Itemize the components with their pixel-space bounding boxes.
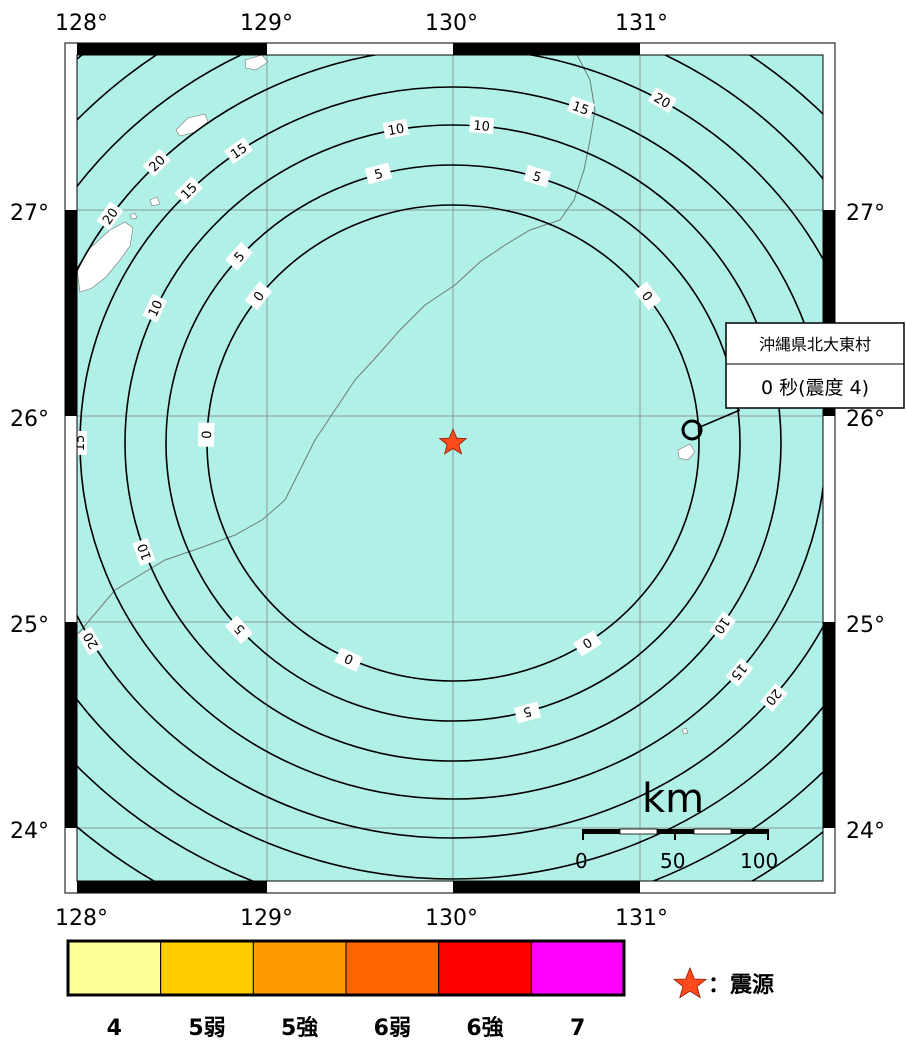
contour-label-bg: [224, 242, 253, 271]
contour-label-bg: [382, 118, 410, 139]
contour-label-bg: [96, 201, 124, 231]
legend-swatch-label: 5強: [281, 1015, 318, 1041]
legend-swatch: [160, 940, 254, 996]
contour-label-bg: [513, 701, 542, 724]
legend-swatch: [67, 940, 162, 996]
legend-swatch-label: 5弱: [188, 1016, 225, 1041]
epicenter-star-icon: [438, 427, 468, 455]
contour-label-bg: [174, 176, 203, 205]
contour-label-bg: [523, 165, 552, 188]
contour-label-bg: [648, 87, 677, 113]
callout-leader-line: [699, 409, 741, 428]
contour-label-bg: [725, 658, 754, 687]
contour-label-bg: [364, 162, 393, 185]
sea-area: [77, 55, 823, 881]
scale-bar: km 0 50 100: [575, 776, 778, 873]
contour-label-bg: [142, 148, 171, 178]
lat-tick-left-27: 27°: [10, 201, 49, 226]
contour-label-ring-20: 20: [81, 629, 102, 651]
lat-tick-right-25: 25°: [846, 613, 885, 638]
contour-label-bg: [197, 422, 215, 447]
lat-tick-left-25: 25°: [10, 613, 49, 638]
island-minami-daito: [677, 443, 696, 461]
contour-label-ring-10: 10: [473, 119, 491, 135]
trench-line: [77, 55, 596, 636]
legend-swatch-label: 4: [107, 1016, 122, 1041]
contour-label-bg: [566, 95, 595, 120]
scale-unit-label: km: [642, 776, 704, 822]
contour-label-ring-15: 15: [570, 99, 591, 119]
contour-label-bg: [224, 615, 253, 644]
lat-tick-left-26: 26°: [10, 407, 49, 432]
legend-swatch: [438, 940, 532, 996]
contour-label-ring-10: 10: [387, 122, 406, 140]
station-name: 沖縄県北大東村: [759, 335, 871, 354]
scale-label-0: 0: [575, 849, 588, 873]
lat-tick-left-24: 24°: [10, 819, 49, 844]
contour-label-bg: [633, 281, 662, 311]
land-areas: [77, 55, 696, 735]
lon-tick-top-128: 128°: [55, 11, 108, 36]
lon-tick-bottom-128: 128°: [55, 906, 108, 931]
epicenter-legend: ：震源: [672, 966, 774, 999]
lat-tick-right-24: 24°: [846, 819, 885, 844]
contour-ring-25: [77, 55, 823, 880]
legend-swatch: [252, 940, 347, 996]
station-callout: 沖縄県北大東村 0 秒(震度 4): [725, 322, 905, 409]
contour-label-bg: [132, 538, 156, 567]
lon-tick-top-131: 131°: [615, 11, 668, 36]
contour-label-bg: [709, 611, 736, 641]
contour-label-bg: [760, 683, 788, 712]
contour-label-ring-20: 20: [651, 91, 673, 112]
contour-ring-20: [77, 55, 823, 839]
contour-label-bg: [334, 647, 363, 672]
legend-swatch: [530, 940, 625, 996]
scale-label-50: 50: [660, 849, 685, 873]
lat-tick-right-27: 27°: [846, 201, 885, 226]
island-small-2: [129, 212, 138, 220]
contour-label-ring-0: 0: [200, 430, 215, 439]
station-ring-marker-icon: [681, 419, 703, 441]
lat-tick-right-26: 26°: [846, 407, 885, 432]
lon-tick-bottom-131: 131°: [615, 906, 668, 931]
legend-swatch-label: 6強: [466, 1015, 503, 1041]
contour-label-bg: [469, 116, 495, 135]
contour-label-bg: [77, 626, 104, 656]
contour-ring-10: [124, 124, 782, 762]
lon-tick-bottom-130: 130°: [425, 906, 478, 931]
contour-label-bg: [244, 281, 273, 311]
lon-tick-bottom-129: 129°: [240, 906, 293, 931]
contour-label-bg: [142, 293, 168, 323]
contour-label-bg: [224, 137, 253, 164]
contour-label-ring-5: 5: [521, 703, 533, 720]
graticule: [77, 55, 823, 881]
contour-label-bg: [77, 431, 87, 455]
contour-label-ring-10: 10: [146, 298, 167, 319]
epicenter-legend-label: ：震源: [708, 973, 774, 998]
lon-tick-top-129: 129°: [240, 11, 293, 36]
intensity-legend: 4 5弱 5強 6弱 6強 7: [66, 939, 626, 1041]
station-value: 0 秒(震度 4): [761, 377, 869, 399]
contour-label-bg: [573, 630, 602, 657]
legend-swatch-label: 7: [570, 1016, 585, 1041]
contour-ring-5: [165, 164, 741, 722]
legend-swatch-label: 6弱: [374, 1016, 411, 1041]
contour-label-ring-10: 10: [135, 541, 155, 562]
contour-label-ring-5: 5: [373, 167, 385, 184]
legend-swatch: [345, 940, 440, 996]
island-amami-west: [77, 221, 134, 293]
island-oki-daito: [681, 727, 689, 735]
island-small-1: [149, 196, 161, 207]
lon-tick-top-130: 130°: [425, 11, 478, 36]
island-top: [244, 55, 269, 71]
legend-star-icon: [672, 966, 708, 999]
scale-label-100: 100: [740, 849, 778, 873]
contour-label-ring-15: 15: [73, 435, 88, 452]
